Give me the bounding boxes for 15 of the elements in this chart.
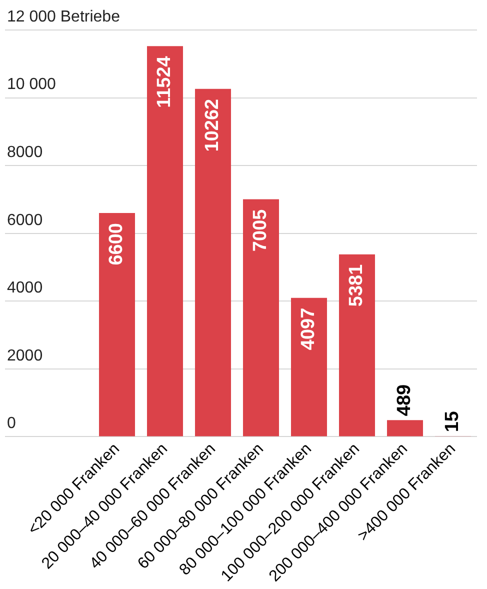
data-label: 4097	[298, 308, 320, 350]
data-label: 5381	[346, 264, 368, 307]
data-label: 7005	[250, 208, 272, 252]
data-label: 10262	[202, 98, 224, 152]
y-tick-label: 12 000 Betriebe	[7, 8, 120, 26]
y-tick-label: 8000	[7, 144, 43, 161]
y-tick-label: 4000	[7, 280, 43, 297]
data-label: 6600	[106, 223, 128, 266]
y-tick-label: 6000	[7, 212, 43, 229]
y-tick-label: 2000	[7, 347, 43, 364]
data-label: 11524	[154, 56, 176, 108]
y-tick-label: 10 000	[7, 76, 56, 94]
data-label: 489	[394, 384, 416, 416]
y-tick-label: 0	[7, 415, 16, 432]
data-label: 15	[442, 410, 464, 432]
